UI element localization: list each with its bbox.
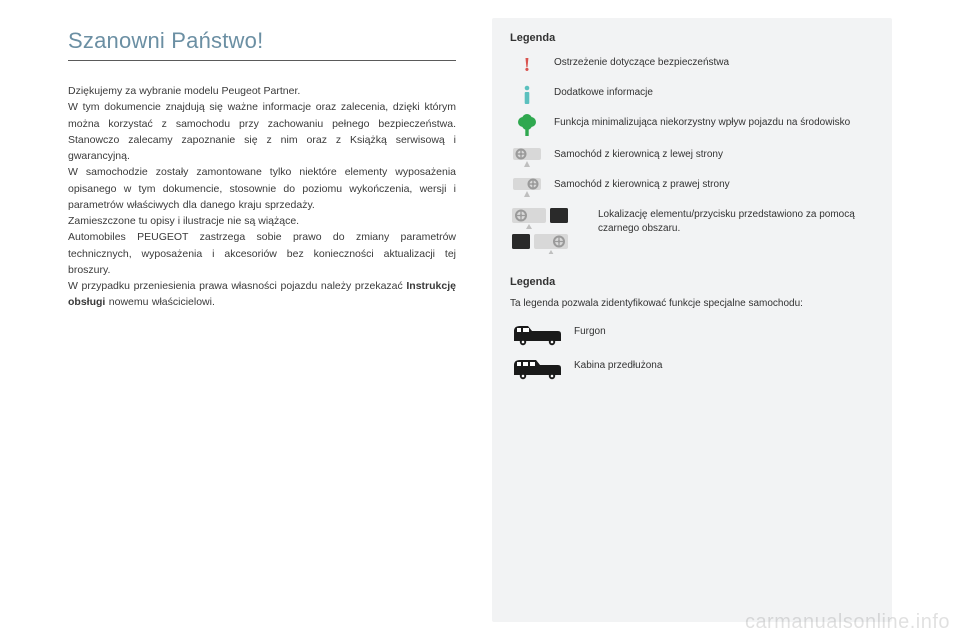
legend-row-locate: Lokalizację elementu/przycisku przedstaw… [510,206,874,254]
paragraph-6: W przypadku przeniesienia prawa własnośc… [68,278,456,311]
lhd-icon [510,146,544,168]
legend-text-warning: Ostrzeżenie dotyczące bezpieczeństwa [544,54,729,70]
legend-text-info: Dodatkowe informacje [544,84,653,100]
p6-c: nowemu właścicielowi. [105,296,215,308]
crew-cab-icon [510,357,570,383]
legend-text-lhd: Samochód z kierownicą z lewej strony [544,146,723,162]
p6-a: W przypadku przeniesienia prawa własnośc… [68,280,406,292]
legend-text-eco: Funkcja minimalizująca niekorzystny wpły… [544,114,850,130]
legend-title: Legenda [510,32,874,44]
legend2-title: Legenda [510,276,874,288]
svg-text:!: ! [524,54,531,76]
legend-text-rhd: Samochód z kierownicą z prawej strony [544,176,730,192]
page-title: Szanowni Państwo! [68,28,456,54]
legend-text-van: Furgon [570,323,606,339]
body-text: Dziękujemy za wybranie modelu Peugeot Pa… [68,83,456,311]
paragraph-3: W samochodzie zostały zamontowane tylko … [68,164,456,213]
legend-text-locate: Lokalizację elementu/przycisku przedstaw… [594,206,874,236]
paragraph-1: Dziękujemy za wybranie modelu Peugeot Pa… [68,83,456,99]
locate-icon [510,206,594,254]
legend2-block: Legenda Ta legenda pozwala zidentyfikowa… [510,276,874,383]
legend-text-crew: Kabina przedłużona [570,357,662,373]
legend-row-lhd: Samochód z kierownicą z lewej strony [510,146,874,168]
paragraph-5: Automobiles PEUGEOT zastrzega sobie praw… [68,229,456,278]
paragraph-2: W tym dokumencie znajdują się ważne info… [68,99,456,164]
watermark: carmanualsonline.info [745,611,950,634]
legend2-sub: Ta legenda pozwala zidentyfikować funkcj… [510,298,874,309]
title-divider [68,60,456,61]
info-icon [510,84,544,106]
left-column: Szanowni Państwo! Dziękujemy za wybranie… [0,0,480,640]
warning-icon: ! [510,54,544,76]
legend-row-eco: Funkcja minimalizująca niekorzystny wpły… [510,114,874,138]
legend-row-crew: Kabina przedłużona [510,357,874,383]
right-panel: Legenda ! Ostrzeżenie dotyczące bezpiecz… [492,18,892,622]
legend-row-van: Furgon [510,323,874,349]
legend-row-rhd: Samochód z kierownicą z prawej strony [510,176,874,198]
tree-icon [510,114,544,138]
paragraph-4: Zamieszczone tu opisy i ilustracje nie s… [68,213,456,229]
rhd-icon [510,176,544,198]
legend-row-info: Dodatkowe informacje [510,84,874,106]
legend-row-warning: ! Ostrzeżenie dotyczące bezpieczeństwa [510,54,874,76]
page-root: Szanowni Państwo! Dziękujemy za wybranie… [0,0,960,640]
van-icon [510,323,570,349]
